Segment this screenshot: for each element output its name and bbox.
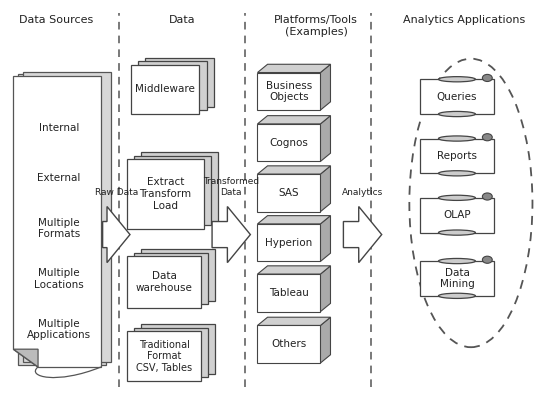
FancyBboxPatch shape: [257, 326, 321, 363]
Ellipse shape: [438, 111, 475, 117]
FancyBboxPatch shape: [127, 256, 201, 308]
Circle shape: [482, 193, 492, 200]
Text: Multiple
Locations: Multiple Locations: [34, 268, 84, 290]
Ellipse shape: [438, 77, 475, 82]
FancyBboxPatch shape: [141, 324, 216, 374]
Polygon shape: [18, 74, 106, 365]
Text: Data Sources: Data Sources: [19, 15, 94, 25]
FancyBboxPatch shape: [141, 249, 216, 300]
Text: Queries: Queries: [437, 92, 477, 101]
Text: Internal: Internal: [39, 123, 79, 133]
FancyBboxPatch shape: [138, 61, 207, 111]
Circle shape: [482, 134, 492, 141]
Ellipse shape: [438, 136, 475, 141]
Text: Data: Data: [169, 15, 195, 25]
FancyBboxPatch shape: [420, 261, 494, 296]
Polygon shape: [212, 207, 250, 263]
FancyBboxPatch shape: [420, 79, 494, 114]
FancyBboxPatch shape: [134, 253, 208, 304]
Text: Middleware: Middleware: [135, 84, 195, 94]
FancyBboxPatch shape: [257, 174, 321, 212]
Polygon shape: [321, 216, 331, 261]
FancyBboxPatch shape: [257, 72, 321, 110]
Text: External: External: [37, 173, 80, 183]
Ellipse shape: [438, 195, 475, 201]
Text: Tableau: Tableau: [269, 288, 309, 298]
Text: Cognos: Cognos: [270, 138, 309, 148]
Polygon shape: [321, 317, 331, 363]
FancyBboxPatch shape: [131, 64, 200, 114]
Polygon shape: [257, 116, 331, 124]
Text: Raw Data: Raw Data: [95, 187, 138, 197]
Ellipse shape: [438, 258, 475, 263]
Text: Extract
Transform
Load: Extract Transform Load: [140, 178, 191, 211]
FancyBboxPatch shape: [257, 124, 321, 162]
FancyBboxPatch shape: [127, 332, 201, 381]
Text: Hyperion: Hyperion: [265, 238, 312, 248]
Text: Data
warehouse: Data warehouse: [136, 271, 192, 293]
Circle shape: [482, 256, 492, 263]
Circle shape: [482, 74, 492, 82]
Text: Analytics Applications: Analytics Applications: [403, 15, 525, 25]
FancyBboxPatch shape: [127, 160, 204, 228]
Polygon shape: [321, 266, 331, 312]
Text: Traditional
Format
CSV, Tables: Traditional Format CSV, Tables: [136, 339, 192, 373]
FancyBboxPatch shape: [134, 328, 208, 377]
FancyBboxPatch shape: [257, 224, 321, 261]
Text: Reports: Reports: [437, 151, 477, 161]
Text: Transformed
Data: Transformed Data: [203, 177, 259, 197]
Ellipse shape: [438, 293, 475, 298]
Text: Multiple
Formats: Multiple Formats: [38, 218, 80, 240]
Polygon shape: [257, 216, 331, 224]
Polygon shape: [13, 76, 101, 367]
FancyBboxPatch shape: [420, 198, 494, 232]
Text: Data
Mining: Data Mining: [439, 267, 474, 289]
Polygon shape: [257, 64, 331, 72]
Polygon shape: [23, 72, 111, 362]
FancyBboxPatch shape: [141, 152, 218, 222]
FancyBboxPatch shape: [145, 57, 214, 107]
Polygon shape: [321, 116, 331, 162]
Text: OLAP: OLAP: [443, 210, 471, 220]
Ellipse shape: [438, 230, 475, 235]
Polygon shape: [321, 64, 331, 110]
Text: Multiple
Applications: Multiple Applications: [27, 319, 91, 340]
Polygon shape: [257, 166, 331, 174]
Polygon shape: [343, 207, 382, 263]
FancyBboxPatch shape: [134, 156, 211, 225]
FancyBboxPatch shape: [420, 139, 494, 173]
Text: Business
Objects: Business Objects: [266, 80, 312, 102]
Polygon shape: [321, 166, 331, 212]
Text: Analytics: Analytics: [342, 187, 383, 197]
Text: Others: Others: [271, 339, 306, 349]
Polygon shape: [103, 207, 130, 263]
Text: Platforms/Tools
(Examples): Platforms/Tools (Examples): [274, 15, 358, 37]
Polygon shape: [257, 317, 331, 326]
Text: SAS: SAS: [279, 188, 299, 198]
Ellipse shape: [438, 171, 475, 176]
Polygon shape: [13, 349, 38, 367]
FancyBboxPatch shape: [257, 274, 321, 312]
Polygon shape: [257, 266, 331, 274]
